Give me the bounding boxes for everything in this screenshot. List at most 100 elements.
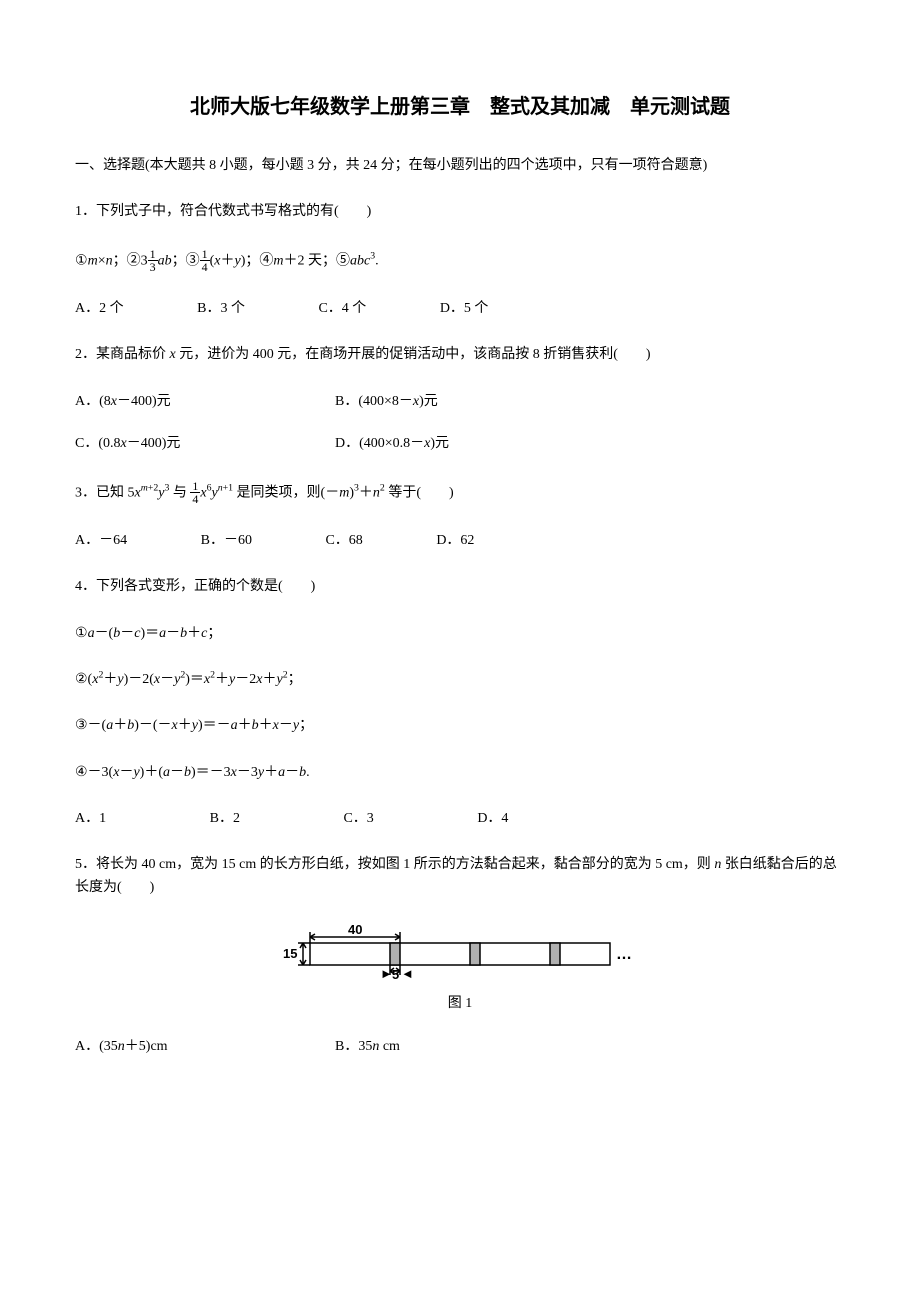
q4-option-a: A．1 [75,808,106,830]
q3-stem-c: 是同类项，则(－ [233,485,339,500]
q3-stem: 3．已知 5xm+2y3 与 14x6yn+1 是同类项，则(－m)3＋n2 等… [75,480,845,506]
var-x: x [214,253,220,268]
opt-text: B．35 [335,1039,372,1054]
expr: a [88,626,95,641]
text: ④－3( [75,765,113,780]
text: ① [75,626,88,641]
q1-option-c: C．4 个 [318,298,366,320]
ellipsis: … [616,946,632,963]
svg-text:►: ► [380,966,393,979]
frac-den: 4 [190,493,200,506]
svg-text:◄: ◄ [401,966,414,979]
q3-stem-e: ＋ [359,485,373,500]
var-m: m [88,253,98,268]
q2-option-b: B．(400×8－x)元 [335,391,595,413]
q4-option-c: C．3 [343,808,373,830]
q1-stem: 1．下列式子中，符合代数式书写格式的有() [75,201,845,223]
opt-text: －400)元 [127,436,181,451]
q4-stem-a: 4．下列各式变形，正确的个数是( [75,579,283,594]
q2-stem: 2．某商品标价 x 元，进价为 400 元，在商场开展的促销活动中，该商品按 8… [75,344,845,366]
q1-expr-sep3: ；④ [245,253,273,268]
q2-option-c: C．(0.8x－400)元 [75,433,335,455]
var-m: m [339,485,349,500]
frac-num: 1 [200,248,210,262]
q5-stem-c: ) [150,880,155,895]
q4-stem-b: ) [311,579,316,594]
text: ③－( [75,718,106,733]
dim-15: 15 [283,946,297,961]
var-y: y [234,253,240,268]
frac-num: 1 [148,248,158,262]
text: ； [288,672,302,687]
figure-1: 40 15 ► 5 ◄ … [75,923,845,984]
opt-text: )元 [430,436,449,451]
var-n: n [106,253,113,268]
opt-text: )元 [419,394,438,409]
q5-option-a: A．(35n＋5)cm [75,1036,335,1058]
q4-stem: 4．下列各式变形，正确的个数是() [75,576,845,598]
dim-5: 5 [392,967,399,979]
text: ； [207,626,221,641]
text: ②( [75,672,92,687]
q1-option-b: B．3 个 [197,298,245,320]
var-ab: ab [158,253,172,268]
q4-line4: ④－3(x－y)＋(a－b)＝－3x－3y＋a－b. [75,762,845,784]
q3-stem-g: ) [449,485,454,500]
q3-stem-a: 3．已知 5 [75,485,135,500]
frac-num: 1 [190,480,200,494]
q1-expr-1-lead: ① [75,253,88,268]
opt-text: cm [379,1039,400,1054]
q2-options: A．(8x－400)元 B．(400×8－x)元 C．(0.8x－400)元 D… [75,391,845,456]
q1-expr-sep2: ；③ [172,253,200,268]
fraction-1-4: 14 [200,248,210,274]
q1-expr-sep4: 天；⑤ [305,253,351,268]
text: . [306,765,310,780]
fraction-1-4: 14 [190,480,200,506]
q3-options: A．－64 B．－60 C．68 D．62 [75,530,845,552]
q3-option-d: D．62 [436,530,474,552]
q5-stem: 5．将长为 40 cm，宽为 15 cm 的长方形白纸，按如图 1 所示的方法黏… [75,854,845,899]
q2-stem-b: 元，进价为 400 元，在商场开展的促销活动中，该商品按 8 折销售获利( [176,347,618,362]
q4-line2: ②(x2＋y)－2(x－y2)＝x2＋y－2x＋y2； [75,669,845,691]
q1-option-d: D．5 个 [440,298,489,320]
q3-stem-b: 与 [169,485,190,500]
q1-expressions: ①m×n；②313ab；③14(x＋y)；④m＋2 天；⑤abc3. [75,248,845,274]
q2-option-d: D．(400×0.8－x)元 [335,433,595,455]
opt-text: －400)元 [117,394,171,409]
q3-option-c: C．68 [325,530,362,552]
q5-option-b: B．35n cm [335,1036,595,1058]
q1-expr-sep1: ；②3 [113,253,148,268]
q1-option-a: A．2 个 [75,298,124,320]
opt-text: A．(8 [75,394,111,409]
q4-line3: ③－(a＋b)－(－x＋y)＝－a＋b＋x－y； [75,715,845,737]
figure-1-caption: 图 1 [75,992,845,1012]
var-m: m [273,253,283,268]
opt-text: ＋5)cm [125,1039,168,1054]
q3-option-b: B．－60 [201,530,252,552]
q4-option-b: B．2 [210,808,240,830]
opt-text: C．(0.8 [75,436,121,451]
q2-stem-a: 2．某商品标价 [75,347,170,362]
q4-options: A．1 B．2 C．3 D．4 [75,808,845,830]
frac-den: 4 [200,261,210,274]
q3-option-a: A．－64 [75,530,127,552]
var-n: n [118,1039,125,1054]
q2-stem-c: ) [646,347,651,362]
text: ； [299,718,313,733]
q4-option-d: D．4 [477,808,508,830]
q5-options: A．(35n＋5)cm B．35n cm [75,1036,845,1058]
q1-stem-suffix: ) [367,204,372,219]
q1-options: A．2 个 B．3 个 C．4 个 D．5 个 [75,298,845,320]
figure-1-svg: 40 15 ► 5 ◄ … [280,923,640,979]
var-abc3: abc [350,253,370,268]
dim-40: 40 [348,923,362,937]
q3-stem-f: 等于( [385,485,421,500]
opt-text: B．(400×8－ [335,394,413,409]
frac-den: 3 [148,261,158,274]
fraction-1-3: 13 [148,248,158,274]
section-heading: 一、选择题(本大题共 8 小题，每小题 3 分，共 24 分；在每小题列出的四个… [75,155,845,177]
opt-text: D．(400×0.8－ [335,436,424,451]
q5-stem-a: 5．将长为 40 cm，宽为 15 cm 的长方形白纸，按如图 1 所示的方法黏… [75,857,714,872]
q2-option-a: A．(8x－400)元 [75,391,335,413]
opt-text: A．(35 [75,1039,118,1054]
